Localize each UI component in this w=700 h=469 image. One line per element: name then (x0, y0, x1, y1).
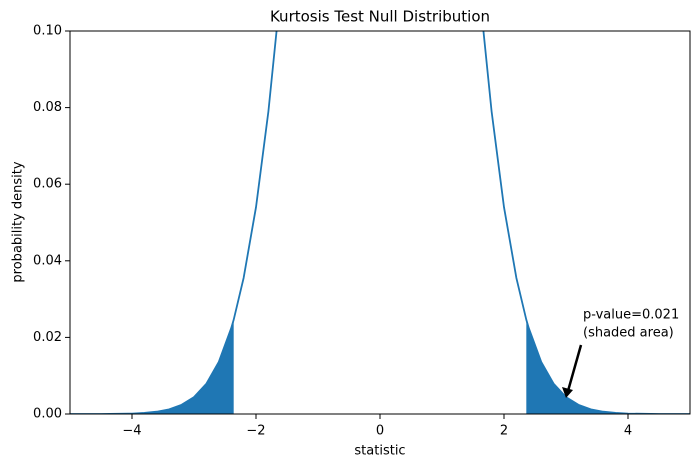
annotation-arrowhead (562, 387, 573, 398)
shaded-area (70, 319, 234, 414)
plot-area (70, 31, 690, 414)
annotation: (shaded area) (583, 326, 674, 341)
shaded-area (526, 319, 690, 414)
x-tick-label: 0 (376, 424, 384, 439)
y-tick-label: 0.06 (33, 177, 62, 192)
x-tick-label: 4 (624, 424, 632, 439)
y-tick-label: 0.08 (33, 100, 62, 115)
y-tick-label: 0.04 (33, 253, 62, 268)
annotation-arrow (566, 344, 583, 392)
y-axis-label: probability density (11, 161, 26, 282)
x-tick-label: 2 (500, 424, 508, 439)
y-tick-label: 0.10 (33, 24, 62, 39)
x-tick-label: −2 (246, 424, 265, 439)
y-tick-label: 0.00 (33, 407, 62, 422)
x-axis-label: statistic (354, 444, 405, 459)
y-tick-label: 0.02 (33, 330, 62, 345)
chart-title: Kurtosis Test Null Distribution (270, 8, 490, 26)
axes-frame (69, 30, 691, 415)
x-tick-label: −4 (122, 424, 141, 439)
density-line (70, 31, 690, 414)
annotation: p-value=0.021 (583, 308, 679, 323)
